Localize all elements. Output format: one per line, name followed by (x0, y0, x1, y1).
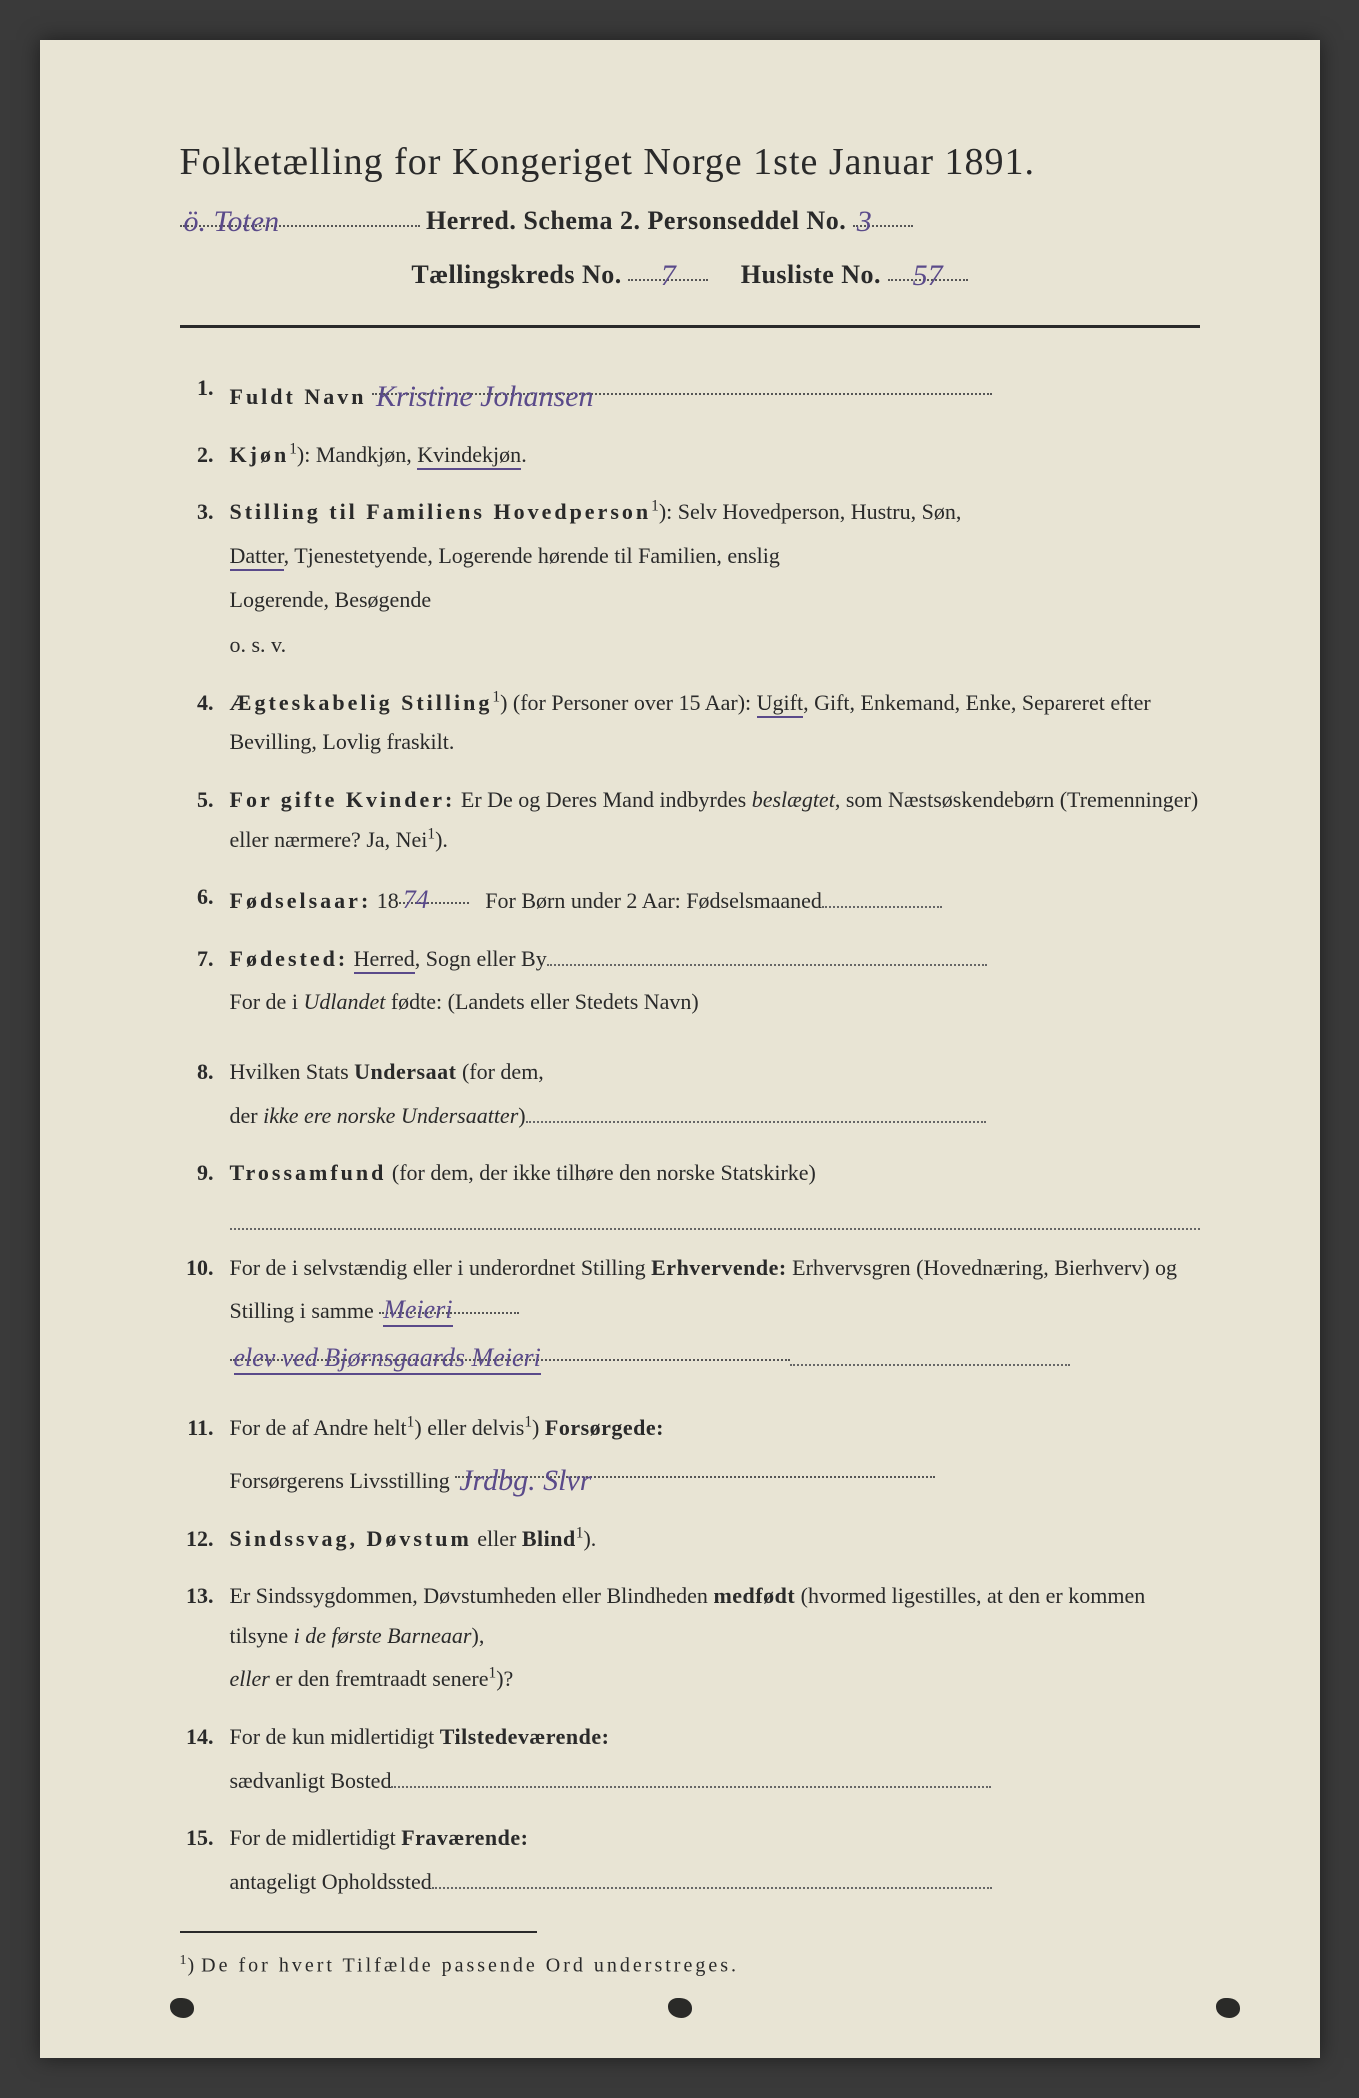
item-num: 2. (180, 435, 230, 475)
year-value: 74 (403, 885, 429, 914)
item-num: 14. (180, 1717, 230, 1800)
divider-top (180, 325, 1200, 328)
schema-label: Herred. Schema 2. Personseddel No. (426, 206, 846, 235)
item-num: 12. (180, 1519, 230, 1559)
item-body: Trossamfund (for dem, der ikke tilhøre d… (230, 1153, 1200, 1230)
footnote: 1) De for hvert Tilfælde passende Ord un… (180, 1953, 1200, 1978)
item-num: 1. (180, 368, 230, 417)
item-14: 14. For de kun midlertidigt Tilstedevære… (180, 1717, 1200, 1800)
forsorger-value: Jrdbg. Slvr (459, 1464, 591, 1497)
item-2: 2. Kjøn1): Mandkjøn, Kvindekjøn. (180, 435, 1200, 475)
item-num: 7. (180, 939, 230, 1022)
item-9: 9. Trossamfund (for dem, der ikke tilhør… (180, 1153, 1200, 1230)
item-body: Fødested: Herred, Sogn eller By For de i… (230, 939, 1200, 1022)
item-3: 3. Stilling til Familiens Hovedperson1):… (180, 492, 1200, 664)
item-8: 8. Hvilken Stats Undersaat (for dem, der… (180, 1052, 1200, 1135)
item-15: 15. For de midlertidigt Fraværende: anta… (180, 1818, 1200, 1901)
item-11: 11. For de af Andre helt1) eller delvis1… (180, 1408, 1200, 1500)
item-num: 13. (180, 1576, 230, 1699)
item-num: 11. (180, 1408, 230, 1500)
ugift-underlined: Ugift (757, 690, 803, 718)
erhverv-value-2: elev ved Bjørnsgaards Meieri (234, 1343, 541, 1375)
item-1: 1. Fuldt Navn Kristine Johansen (180, 368, 1200, 417)
kreds-no: 7 (661, 259, 676, 292)
item-4: 4. Ægteskabelig Stilling1) (for Personer… (180, 683, 1200, 762)
item-num: 6. (180, 877, 230, 921)
binding-hole-icon (1216, 1998, 1240, 2018)
item-12: 12. Sindssvag, Døvstum eller Blind1). (180, 1519, 1200, 1559)
page-title: Folketælling for Kongeriget Norge 1ste J… (180, 140, 1200, 184)
item-num: 9. (180, 1153, 230, 1230)
datter-underlined: Datter (230, 543, 284, 571)
item-num: 10. (180, 1248, 230, 1379)
item-6: 6. Fødselsaar: 1874 For Børn under 2 Aar… (180, 877, 1200, 921)
item-body: Fuldt Navn Kristine Johansen (230, 368, 1200, 417)
item-num: 15. (180, 1818, 230, 1901)
item-10: 10. For de i selvstændig eller i underor… (180, 1248, 1200, 1379)
husliste-no: 57 (913, 259, 943, 292)
item-num: 5. (180, 780, 230, 859)
herred-underlined: Herred (354, 946, 415, 974)
item-num: 8. (180, 1052, 230, 1135)
kvindekjon-underlined: Kvindekjøn (417, 442, 521, 470)
husliste-label: Husliste No. (741, 260, 881, 289)
item-body: Sindssvag, Døvstum eller Blind1). (230, 1519, 1200, 1559)
item-body: For de midlertidigt Fraværende: antageli… (230, 1818, 1200, 1901)
header-line-1: ö. Toten Herred. Schema 2. Personseddel … (180, 196, 1200, 242)
item-7: 7. Fødested: Herred, Sogn eller By For d… (180, 939, 1200, 1022)
personseddel-no: 3 (857, 205, 872, 238)
item-13: 13. Er Sindssygdommen, Døvstumheden elle… (180, 1576, 1200, 1699)
item-num: 4. (180, 683, 230, 762)
item-body: Hvilken Stats Undersaat (for dem, der ik… (230, 1052, 1200, 1135)
item-body: For de af Andre helt1) eller delvis1) Fo… (230, 1408, 1200, 1500)
header-line-2: Tællingskreds No. 7 Husliste No. 57 (180, 250, 1200, 296)
item-num: 3. (180, 492, 230, 664)
item-body: Kjøn1): Mandkjøn, Kvindekjøn. (230, 435, 1200, 475)
item-body: For de i selvstændig eller i underordnet… (230, 1248, 1200, 1379)
document-page: Folketælling for Kongeriget Norge 1ste J… (40, 40, 1320, 2058)
item-body: Fødselsaar: 1874 For Børn under 2 Aar: F… (230, 877, 1200, 921)
name-value: Kristine Johansen (376, 380, 594, 413)
divider-footnote (180, 1931, 537, 1933)
binding-hole-icon (668, 1998, 692, 2018)
herred-value: ö. Toten (184, 205, 280, 238)
item-body: Er Sindssygdommen, Døvstumheden eller Bl… (230, 1576, 1200, 1699)
item-body: Stilling til Familiens Hovedperson1): Se… (230, 492, 1200, 664)
form-items: 1. Fuldt Navn Kristine Johansen 2. Kjøn1… (180, 368, 1200, 1901)
item-body: For de kun midlertidigt Tilstedeværende:… (230, 1717, 1200, 1800)
kreds-label: Tællingskreds No. (411, 260, 621, 289)
binding-hole-icon (170, 1998, 194, 2018)
item-5: 5. For gifte Kvinder: Er De og Deres Man… (180, 780, 1200, 859)
item-body: For gifte Kvinder: Er De og Deres Mand i… (230, 780, 1200, 859)
erhverv-value-1: Meieri (383, 1295, 452, 1327)
item-body: Ægteskabelig Stilling1) (for Personer ov… (230, 683, 1200, 762)
